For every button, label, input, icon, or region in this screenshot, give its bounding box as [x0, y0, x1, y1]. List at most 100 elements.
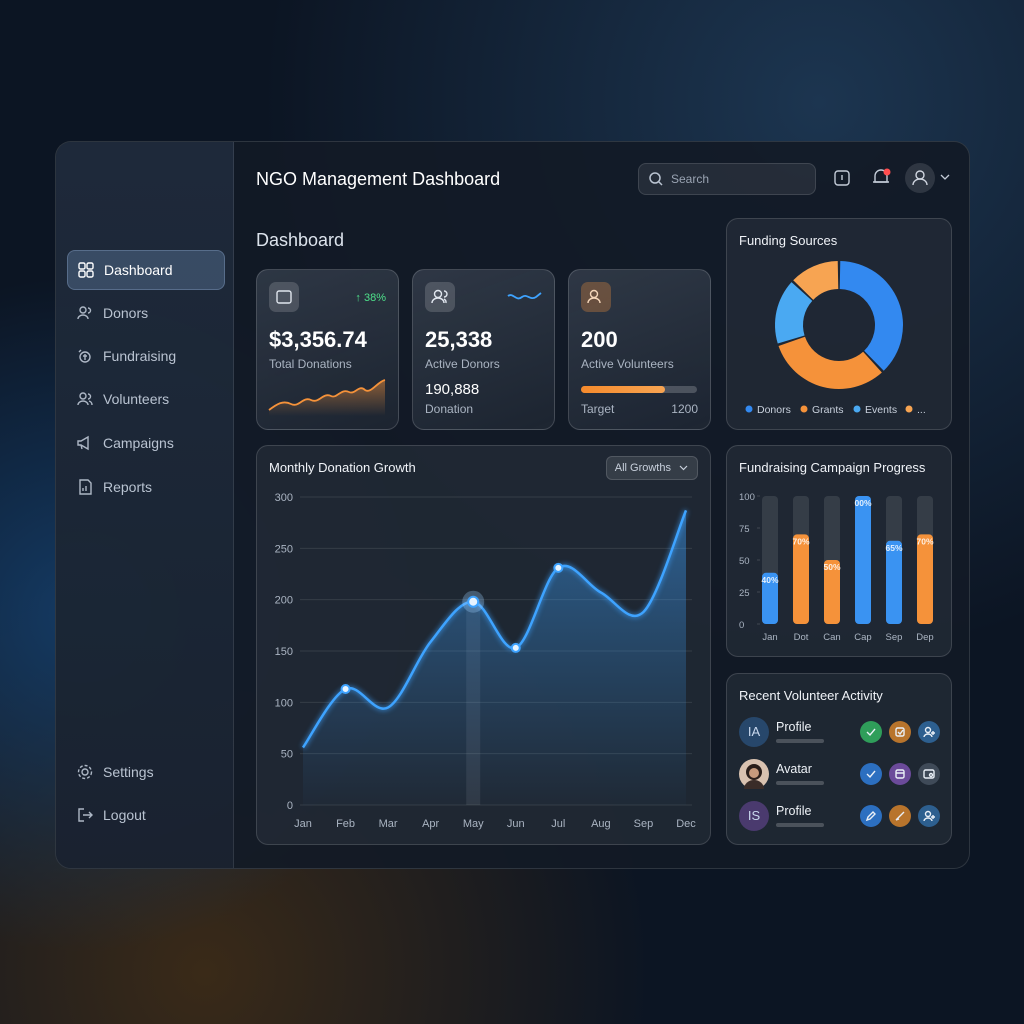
search-placeholder: Search [671, 172, 710, 186]
icon-part [77, 400, 89, 406]
target-label: Target [581, 402, 615, 416]
y-tick-label: 0 [739, 620, 744, 631]
sidebar: Dashboard Donors Fundraising Volunteers Camp… [56, 142, 234, 868]
action-button[interactable] [860, 805, 882, 827]
nav-icon [77, 306, 92, 320]
action-button[interactable] [918, 721, 940, 743]
y-tick-label: 50 [281, 749, 293, 761]
icon-part [77, 435, 89, 451]
action-button[interactable] [889, 763, 911, 785]
icon-part [83, 811, 93, 819]
icon-part [924, 810, 932, 818]
nav-item[interactable]: Donors [67, 294, 223, 332]
nav-label: Fundraising [103, 348, 177, 364]
line [301, 509, 688, 749]
stat-label: Total Donations [269, 357, 352, 371]
icon-part [79, 479, 92, 495]
icon-part [895, 727, 905, 737]
icon-part [923, 815, 935, 822]
panel-title: Recent Volunteer Activity [739, 688, 883, 703]
x-tick-label: Jan [762, 632, 777, 643]
action-button[interactable] [918, 805, 940, 827]
icon-part [78, 808, 84, 822]
action-button[interactable] [918, 763, 940, 785]
donors-icon [425, 282, 455, 312]
nav-icon [78, 349, 91, 363]
bar-chart: 0 25 50 75 100 40% Jan 70% Dot 50% Can 00% Cap 65% Sep… [739, 492, 934, 643]
icon-part [897, 729, 904, 736]
nav-item[interactable]: Dashboard [67, 250, 225, 290]
donation-chart-panel: Monthly Donation Growth All Growths 0 50 1… [256, 445, 711, 845]
icon-part [81, 768, 89, 776]
icon-part [866, 770, 876, 779]
nav-item[interactable]: Logout [67, 796, 223, 834]
nav-label: Dashboard [104, 262, 173, 278]
nav-icon [77, 392, 93, 406]
bar [917, 534, 933, 624]
filter-dropdown[interactable]: All Growths [605, 456, 698, 480]
help-icon[interactable] [833, 169, 851, 187]
bar [855, 496, 871, 624]
campaign-panel: Fundraising Campaign Progress 0 25 50 75 100… [726, 445, 952, 657]
action-button[interactable] [860, 763, 882, 785]
value-label: 70% [916, 536, 933, 546]
value-label: 00% [854, 498, 871, 508]
x-tick-label: Cap [854, 632, 871, 643]
icon-part [866, 728, 876, 737]
user-avatar[interactable] [905, 163, 935, 193]
secondary-value: 190,888 [425, 381, 480, 398]
user-icon [912, 170, 928, 186]
legend-label: Grants [812, 404, 844, 416]
nav-icon [77, 435, 89, 451]
activity-panel: Recent Volunteer Activity IA Profile Avata… [726, 673, 952, 845]
action-icon [895, 811, 905, 821]
chart-title: Funding Sources [739, 233, 838, 248]
activity-bar [776, 823, 824, 827]
legend-swatch [745, 405, 753, 413]
nav-item[interactable]: Reports [67, 468, 223, 506]
x-tick-label: Can [823, 632, 840, 643]
nav-item[interactable]: Fundraising [67, 337, 223, 375]
y-tick-label: 150 [275, 646, 293, 658]
filter-label: All Growths [614, 462, 671, 474]
icon-part [923, 769, 935, 779]
x-tick-label: Aug [591, 818, 611, 830]
x-tick-label: Sep [634, 818, 654, 830]
nav-item[interactable]: Settings [67, 753, 223, 791]
stat-label: Active Volunteers [581, 357, 674, 371]
legend-label: Events [865, 404, 897, 416]
area [303, 510, 686, 805]
nav-item[interactable]: Volunteers [67, 380, 223, 418]
icon-part [87, 393, 93, 406]
point [467, 595, 480, 608]
avatar-initials: IA [747, 724, 761, 739]
action-button[interactable] [889, 805, 911, 827]
search-box[interactable]: Search [638, 163, 816, 195]
legend-label: Donors [757, 404, 791, 416]
icon-part [86, 270, 94, 278]
action-button[interactable] [860, 721, 882, 743]
point [553, 562, 564, 573]
legend-swatch [853, 405, 861, 413]
icon-part [924, 726, 932, 734]
volunteer-name: Profile [776, 804, 812, 818]
volunteer-avatar: IS [739, 801, 769, 831]
user-menu-caret[interactable] [940, 174, 950, 182]
icon-part [86, 262, 94, 270]
action-button[interactable] [889, 721, 911, 743]
stat-label: Active Donors [425, 357, 500, 371]
notification-icon[interactable] [870, 167, 892, 189]
y-tick-label: 300 [275, 492, 293, 504]
volunteer-avatar: IA [739, 717, 769, 747]
icon-part [80, 444, 83, 450]
x-tick-label: Sep [886, 632, 903, 643]
stat-value: 25,338 [425, 327, 493, 352]
y-tick-label: 200 [275, 595, 293, 607]
bar [762, 572, 778, 624]
action-icon [895, 769, 905, 779]
legend-label: ... [917, 404, 926, 416]
bar [886, 540, 902, 624]
action-icon [865, 811, 876, 822]
nav-item[interactable]: Campaigns [67, 424, 223, 462]
